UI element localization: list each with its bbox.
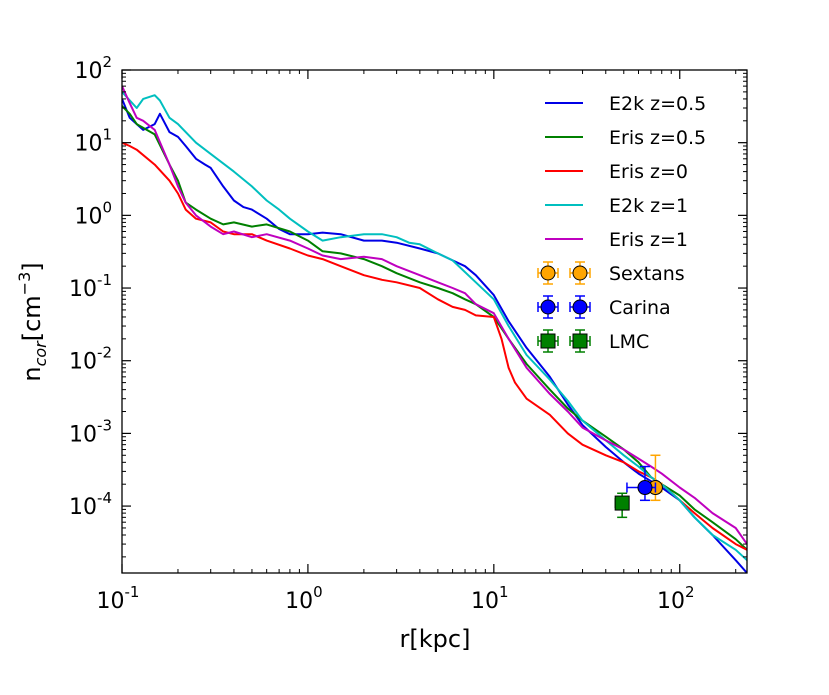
legend-marker-0 — [540, 265, 556, 281]
legend-label-point-0: Sextans — [609, 263, 685, 285]
x-tick-exp: 0 — [313, 583, 323, 601]
x-tick-label: 101 — [471, 583, 509, 614]
x-tick-base: 10 — [285, 589, 313, 614]
x-tick-base: 10 — [97, 589, 125, 614]
series-line-0 — [122, 98, 747, 573]
y-tick-base: 10 — [74, 132, 102, 157]
legend-marker-2 — [540, 333, 556, 349]
y-axis-label-sub: cor — [31, 340, 50, 367]
y-axis-label-unit-exp: −3 — [15, 272, 34, 296]
x-tick-base: 10 — [471, 589, 499, 614]
x-tick-label: 100 — [285, 583, 323, 614]
series-line-4 — [122, 85, 747, 545]
series-line-2 — [122, 141, 747, 551]
legend-label-4: Eris z=1 — [609, 229, 688, 251]
y-tick-exp: -3 — [97, 416, 112, 434]
x-tick-label: 102 — [657, 583, 695, 614]
legend: E2k z=0.5 Eris z=0.5 Eris z=0 E2k z=1 Eris z… — [537, 93, 706, 353]
y-tick-base: 10 — [69, 350, 97, 375]
plot-frame — [121, 69, 748, 574]
y-tick-label: 102 — [74, 53, 112, 84]
y-tick-base: 10 — [74, 204, 102, 229]
y-tick-base: 10 — [69, 277, 97, 302]
y-axis-label-unit-close: ] — [18, 262, 46, 271]
y-tick-label: 10-1 — [69, 271, 112, 302]
legend-marker-2 — [572, 333, 588, 349]
legend-label-3: E2k z=1 — [609, 195, 688, 217]
y-tick-exp: 0 — [102, 198, 112, 216]
y-tick-label: 10-3 — [69, 416, 112, 447]
legend-marker-0 — [572, 265, 588, 281]
y-tick-exp: -2 — [97, 344, 112, 362]
plot-area — [122, 85, 747, 573]
y-tick-label: 10-2 — [69, 344, 112, 375]
y-tick-base: 10 — [74, 59, 102, 84]
y-tick-label: 101 — [74, 126, 112, 157]
x-axis-label: r[kpc] — [400, 625, 471, 653]
y-tick-exp: 1 — [102, 126, 112, 144]
data-point-1 — [637, 480, 653, 496]
legend-marker-1 — [540, 299, 556, 315]
legend-label-point-2: LMC — [609, 331, 649, 353]
x-tick-base: 10 — [657, 589, 685, 614]
y-axis-label-unit: [cm — [18, 295, 46, 341]
y-axis-label: ncor[cm−3] — [15, 262, 50, 381]
legend-label-1: Eris z=0.5 — [609, 127, 706, 149]
y-tick-exp: 2 — [102, 53, 112, 71]
y-tick-exp: -1 — [97, 271, 112, 289]
legend-label-0: E2k z=0.5 — [609, 93, 706, 115]
y-tick-exp: -4 — [97, 489, 112, 507]
x-tick-exp: 2 — [685, 583, 695, 601]
y-tick-label: 100 — [74, 198, 112, 229]
legend-label-2: Eris z=0 — [609, 161, 688, 183]
y-tick-label: 10-4 — [69, 489, 112, 520]
data-point-2 — [614, 495, 630, 511]
x-tick-exp: -1 — [125, 583, 140, 601]
x-tick-label: 10-1 — [97, 583, 140, 614]
legend-label-point-1: Carina — [609, 297, 671, 319]
legend-marker-1 — [572, 299, 588, 315]
series-line-3 — [122, 91, 747, 561]
x-tick-exp: 1 — [499, 583, 509, 601]
y-tick-base: 10 — [69, 422, 97, 447]
y-tick-base: 10 — [69, 495, 97, 520]
y-axis-label-base: n — [18, 366, 46, 381]
